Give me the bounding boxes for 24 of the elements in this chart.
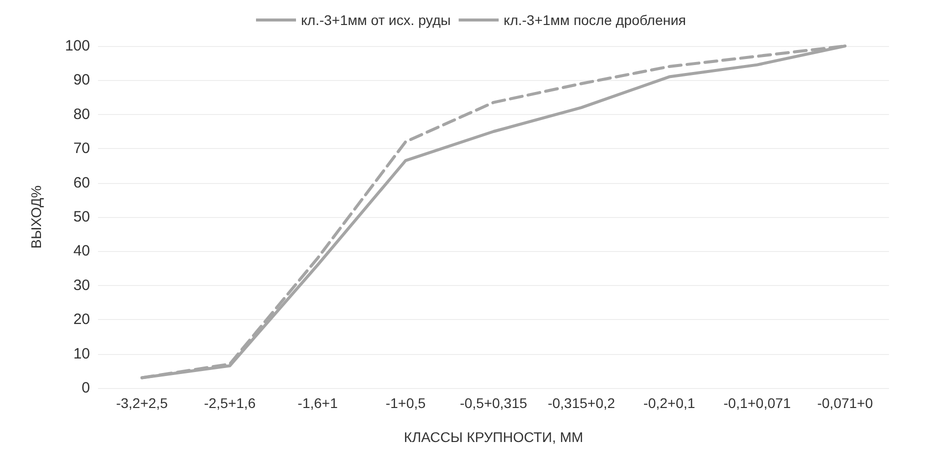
y-tick-label: 100 [64, 38, 90, 54]
y-tick-label: 90 [73, 72, 90, 89]
y-tick-label: 0 [82, 380, 90, 396]
x-tick-label: -0,315+0,2 [548, 395, 616, 411]
y-tick-label: 20 [73, 311, 90, 328]
legend-label: кл.-3+1мм от исх. руды [301, 12, 451, 28]
x-tick-label: -0,2+0,1 [643, 395, 696, 411]
x-tick-label: -0,5+0,315 [460, 395, 528, 411]
y-tick-label: 30 [73, 276, 90, 294]
y-axis-title: ВЫХОД% [28, 185, 44, 249]
x-tick-label: -3,2+2,5 [116, 395, 168, 411]
y-tick-label: 40 [73, 242, 90, 260]
y-tick-label: 80 [73, 106, 90, 123]
x-tick-label: -0,1+0,071 [723, 395, 792, 411]
y-tick-label: 50 [73, 208, 90, 226]
x-axis-title: КЛАССЫ КРУПНОСТИ, ММ [404, 429, 584, 445]
y-tick-label: 60 [73, 174, 90, 192]
x-tick-label: -1+0,5 [386, 395, 426, 411]
x-tick-label: -1,6+1 [298, 395, 338, 411]
x-tick-label: -0,071+0 [817, 395, 874, 411]
legend-label: кл.-3+1мм после дробления [504, 12, 686, 28]
y-tick-label: 10 [73, 345, 90, 362]
y-tick-label: 70 [73, 140, 90, 158]
x-tick-label: -2,5+1,6 [204, 395, 256, 411]
